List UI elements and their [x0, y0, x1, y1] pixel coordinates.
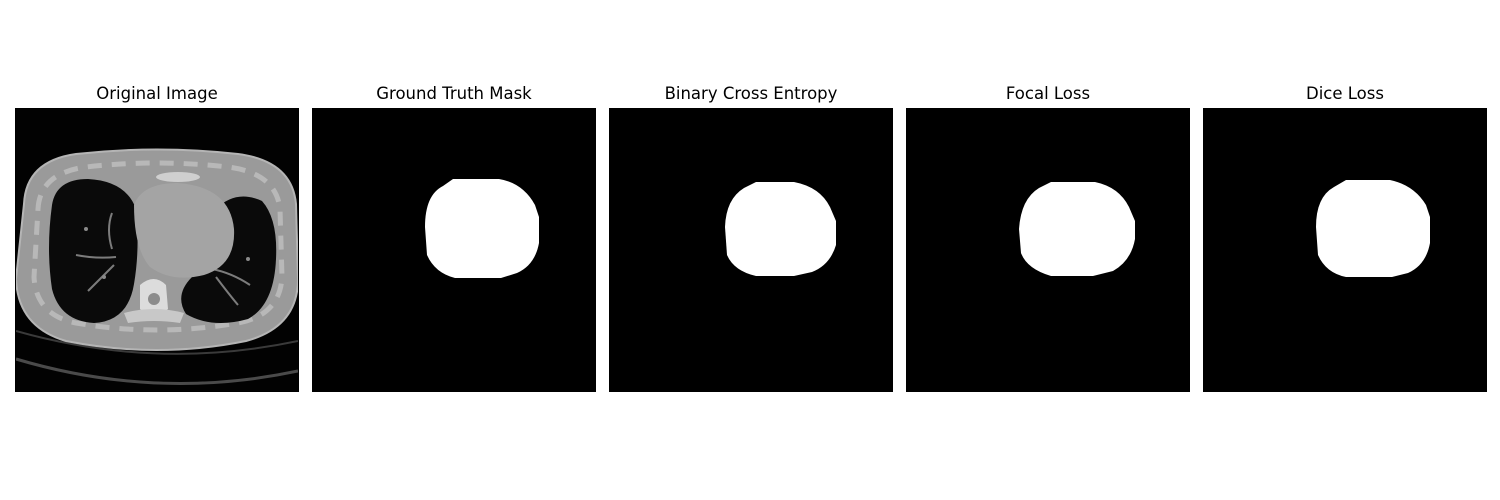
mask-graphic	[907, 109, 1189, 391]
panel-focal-loss: Focal Loss	[906, 0, 1190, 500]
panel-title: Binary Cross Entropy	[664, 84, 838, 103]
panel-binary-cross-entropy: Binary Cross Entropy	[609, 0, 893, 500]
mask-image	[312, 108, 596, 392]
focal-prediction-image	[906, 108, 1190, 392]
ct-image	[15, 108, 299, 392]
panel-title: Original Image	[96, 84, 218, 103]
ct-scan-graphic	[16, 109, 298, 391]
panel-ground-truth-mask: Ground Truth Mask	[312, 0, 596, 500]
panel-original-image: Original Image	[15, 0, 299, 500]
panel-title: Dice Loss	[1306, 84, 1384, 103]
panel-dice-loss: Dice Loss	[1203, 0, 1487, 500]
panel-title: Ground Truth Mask	[376, 84, 532, 103]
dice-prediction-image	[1203, 108, 1487, 392]
panel-title: Focal Loss	[1005, 84, 1091, 103]
mask-graphic	[610, 109, 892, 391]
bce-prediction-image	[609, 108, 893, 392]
mask-graphic	[1204, 109, 1486, 391]
mask-graphic	[313, 109, 595, 391]
